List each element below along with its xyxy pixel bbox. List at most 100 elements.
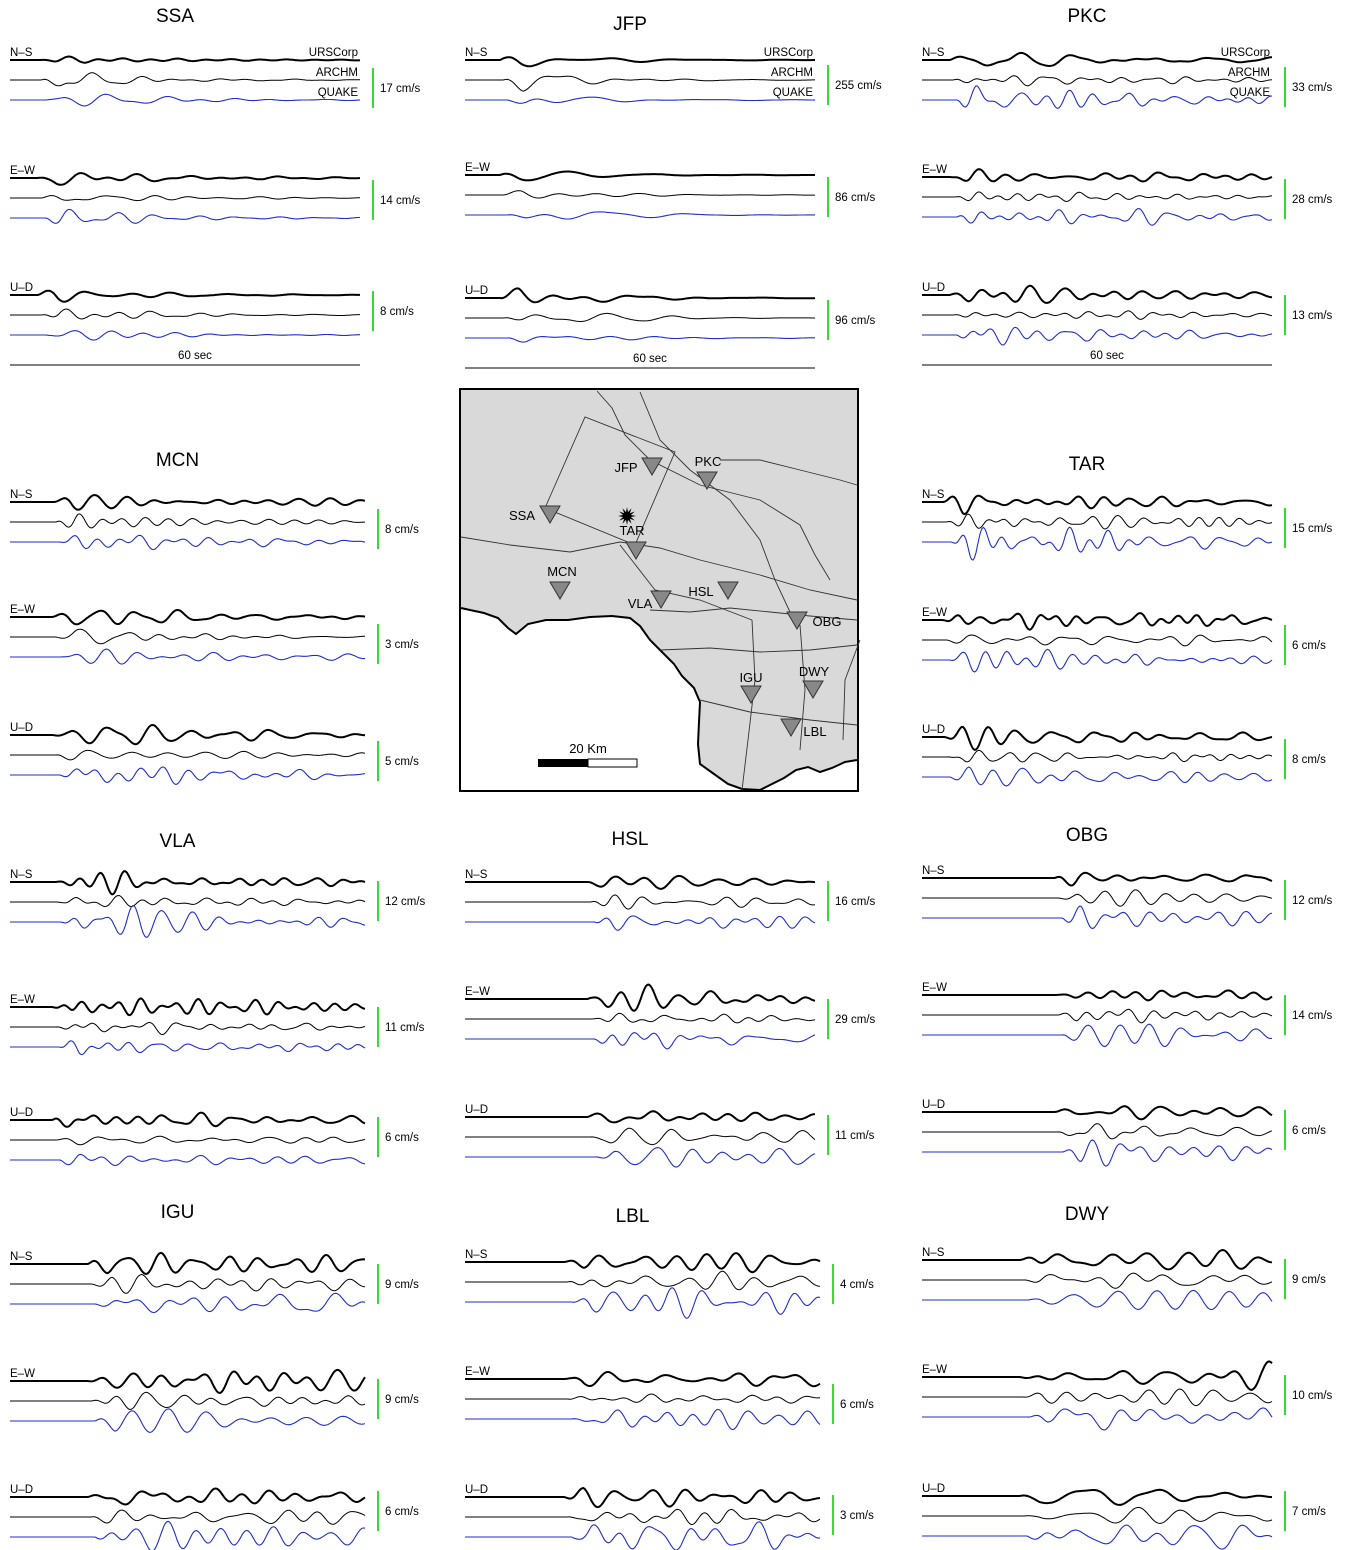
component-ns: N–S 12 cm/s (922, 865, 1333, 930)
amplitude-scale-label: 96 cm/s (835, 315, 876, 327)
component-ew: E–W 3 cm/s (10, 604, 419, 665)
trace-label: ARCHM (316, 67, 358, 79)
component-label: E–W (10, 604, 35, 616)
component-label: N–S (922, 489, 945, 501)
station-title: MCN (156, 450, 199, 471)
component-ud: U–D 7 cm/s (922, 1483, 1326, 1550)
urscorp-trace (465, 983, 816, 1012)
quake-trace (465, 915, 816, 931)
archm-trace (465, 1508, 821, 1526)
quake-trace (10, 1040, 366, 1056)
station-title: VLA (160, 831, 196, 852)
amplitude-scale-label: 10 cm/s (1292, 1390, 1333, 1402)
amplitude-scale-label: 6 cm/s (385, 1132, 419, 1144)
urscorp-trace (922, 494, 1273, 516)
quake-trace (922, 1139, 1273, 1167)
archm-trace (10, 1135, 366, 1146)
quake-trace (922, 1289, 1273, 1311)
urscorp-trace (10, 1111, 366, 1128)
amplitude-scale-label: 6 cm/s (385, 1506, 419, 1518)
map-station-label: HSL (688, 584, 713, 599)
map-station-pkc: PKC (695, 454, 722, 490)
urscorp-trace (10, 997, 366, 1017)
archm-trace (10, 1021, 366, 1036)
amplitude-scale-label: 13 cm/s (1292, 310, 1333, 322)
component-label: E–W (465, 1366, 490, 1378)
urscorp-trace (465, 287, 816, 304)
component-label: E–W (10, 994, 35, 1006)
archm-trace (10, 72, 360, 87)
component-label: N–S (922, 1247, 945, 1259)
station-title: OBG (1066, 825, 1108, 846)
amplitude-scale-label: 16 cm/s (835, 896, 876, 908)
component-label: E–W (922, 164, 947, 176)
archm-trace (10, 1391, 366, 1411)
component-label: E–W (10, 1368, 35, 1380)
component-label: N–S (922, 47, 945, 59)
trace-label: ARCHM (771, 67, 813, 79)
quake-trace (465, 1032, 816, 1050)
quake-trace (922, 1407, 1273, 1431)
component-ns: N–S 8 cm/s (10, 489, 419, 551)
urscorp-trace (465, 170, 815, 182)
quake-trace (10, 1153, 366, 1167)
component-ns: N–S URSCorp ARCHM QUAKE 255 cm/s (465, 47, 882, 105)
amplitude-scale-label: 14 cm/s (1292, 1010, 1333, 1022)
map-station-igu: IGU (739, 670, 763, 704)
map-scale-label: 20 Km (569, 741, 607, 756)
quake-trace (10, 1408, 366, 1433)
map-station-obg: OBG (786, 611, 841, 630)
component-ud: U–D 8 cm/s (922, 724, 1326, 787)
urscorp-trace (922, 612, 1273, 631)
quake-trace (465, 1521, 821, 1550)
component-label: N–S (465, 869, 488, 881)
quake-trace (465, 1287, 821, 1319)
component-label: U–D (465, 285, 488, 297)
urscorp-trace (922, 168, 1273, 183)
trace-label: QUAKE (1230, 87, 1271, 99)
amplitude-scale-label: 3 cm/s (840, 1510, 874, 1522)
archm-trace (922, 889, 1273, 907)
quake-trace (10, 648, 365, 665)
archm-trace (10, 513, 365, 529)
quake-trace (10, 93, 361, 107)
component-label: N–S (922, 865, 945, 877)
station-panel-mcn: MCN N–S 8 cm/s E–W 3 cm/s U–D 5 cm/s (10, 450, 419, 785)
map-station-label: PKC (695, 454, 722, 469)
coastline (460, 607, 858, 792)
trace-label: ARCHM (1228, 67, 1270, 79)
archm-trace (922, 1008, 1273, 1024)
component-label: N–S (10, 869, 33, 881)
urscorp-trace (922, 725, 1273, 751)
trace-label: URSCorp (764, 47, 813, 59)
urscorp-trace (10, 1251, 366, 1276)
station-triangle-icon (549, 581, 571, 600)
archm-trace (922, 513, 1273, 530)
archm-trace (465, 1127, 816, 1146)
quake-trace (465, 211, 815, 220)
amplitude-scale-label: 5 cm/s (385, 756, 419, 768)
amplitude-scale-label: 86 cm/s (835, 192, 876, 204)
map-station-lbl: LBL (780, 718, 827, 739)
amplitude-scale-label: 6 cm/s (1292, 640, 1326, 652)
archm-trace (922, 634, 1273, 647)
map-station-label: DWY (799, 664, 830, 679)
trace-label: URSCorp (1221, 47, 1270, 59)
component-ud: U–D 8 cm/s (10, 282, 414, 341)
archm-trace (465, 1270, 821, 1291)
station-panel-lbl: LBL N–S 4 cm/s E–W 6 cm/s U–D 3 cm/s (465, 1206, 874, 1550)
quake-trace (10, 904, 366, 938)
urscorp-trace (10, 608, 366, 626)
urscorp-trace (10, 723, 366, 746)
component-ud: U–D 13 cm/s (922, 282, 1333, 346)
map-station-label: JFP (614, 460, 637, 475)
amplitude-scale-label: 255 cm/s (835, 80, 882, 92)
map-station-label: SSA (509, 508, 535, 523)
component-ew: E–W 29 cm/s (465, 983, 876, 1050)
component-label: U–D (922, 282, 945, 294)
amplitude-scale-label: 6 cm/s (1292, 1125, 1326, 1137)
component-label: E–W (922, 607, 947, 619)
component-ew: E–W 10 cm/s (922, 1360, 1333, 1431)
time-scale-label: 60 sec (178, 350, 212, 362)
